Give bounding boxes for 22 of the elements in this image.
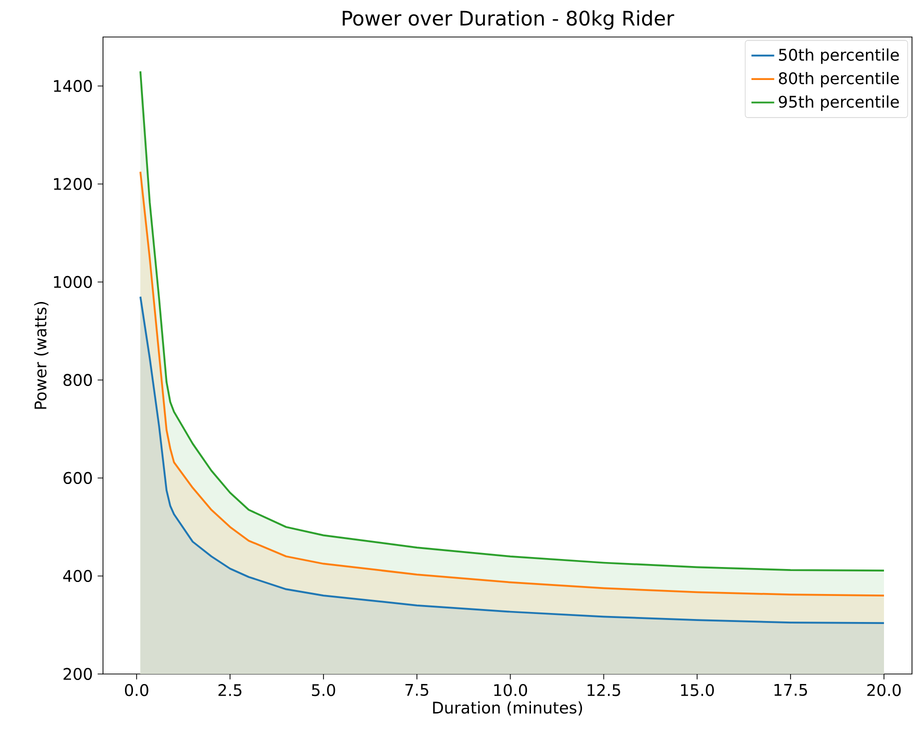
y-tick-label: 200: [64, 668, 92, 680]
chart-title: Power over Duration - 80kg Rider: [342, 10, 674, 30]
x-tick-label: 17.5: [774, 684, 807, 696]
y-tick-label: 1400: [54, 80, 92, 92]
y-axis-title: Power (watts): [34, 302, 48, 409]
legend-label: 80th percentile: [778, 72, 899, 88]
y-tick-label: 800: [64, 374, 92, 386]
y-tick-label: 600: [64, 472, 92, 484]
x-tick-label: 5.0: [312, 684, 336, 696]
y-tick-label: 400: [63, 570, 92, 582]
x-axis-title: Duration (minutes): [433, 701, 582, 716]
legend-label: 50th percentile: [779, 48, 899, 64]
x-tick-label: 15.0: [681, 684, 714, 696]
y-tick-label: 1200: [54, 178, 92, 190]
x-tick-label: 20.0: [867, 684, 901, 696]
x-tick-label: 12.5: [588, 684, 620, 696]
x-tick-label: 7.5: [405, 684, 428, 696]
x-tick-label: 10.0: [494, 684, 528, 696]
x-tick-label: 0.0: [124, 684, 148, 696]
x-tick-label: 2.5: [218, 684, 242, 696]
legend-label: 95th percentile: [778, 95, 899, 111]
y-tick-label: 1000: [54, 276, 92, 288]
